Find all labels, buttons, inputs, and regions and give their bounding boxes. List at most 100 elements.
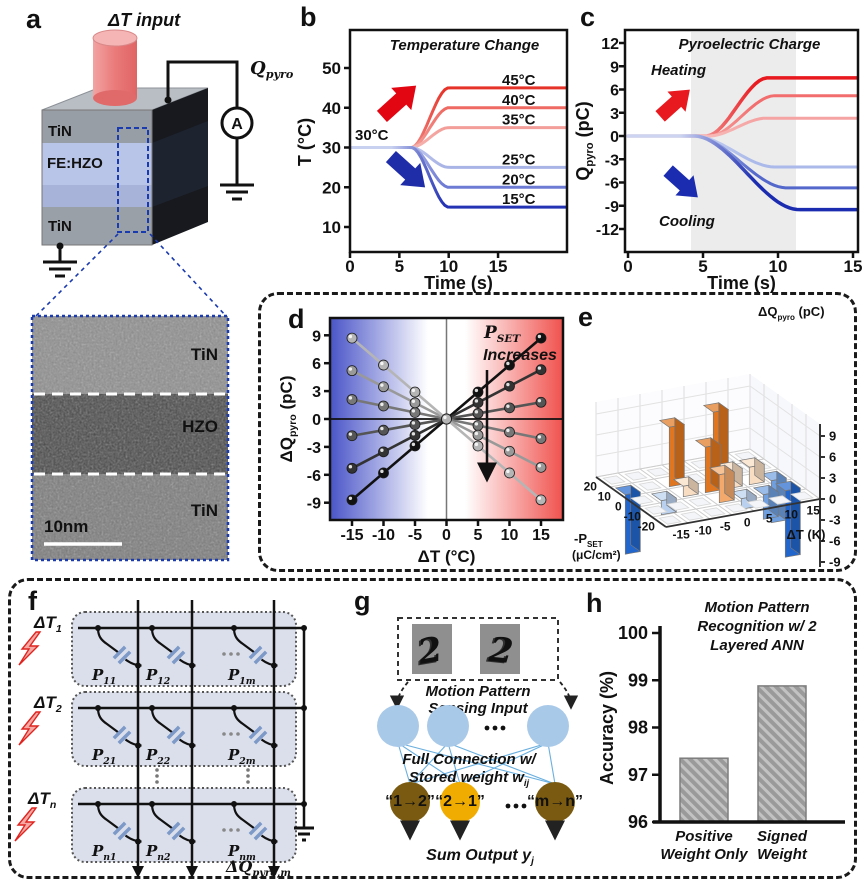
data-point: [409, 407, 421, 418]
svg-text:Time (s): Time (s): [707, 273, 776, 293]
svg-text:Weight Only: Weight Only: [660, 846, 748, 863]
digit-tile: [412, 624, 452, 674]
data-point: [346, 462, 358, 474]
svg-text:TiN: TiN: [48, 218, 72, 235]
capacitor-icon: [112, 821, 127, 836]
data-point: [535, 494, 547, 506]
svg-text:2: 2: [484, 631, 513, 673]
input-neuron: [377, 705, 419, 747]
svg-text:ΔTn: ΔTn: [27, 789, 56, 811]
svg-text:ΔQpyro (pC): ΔQpyro (pC): [758, 304, 825, 322]
svg-text:-6: -6: [605, 176, 619, 193]
data-point: [504, 380, 515, 392]
plot-area: [626, 76, 858, 212]
weight-link: [409, 742, 549, 785]
weight-link: [447, 742, 556, 785]
svg-text:TiN: TiN: [191, 345, 218, 364]
svg-text:Positive: Positive: [675, 828, 733, 845]
svg-text:96: 96: [628, 812, 648, 832]
svg-text:TiN: TiN: [191, 501, 218, 520]
data-point: [346, 394, 358, 405]
capacitor-icon: [253, 730, 268, 745]
panel-b-letter: b: [300, 2, 317, 32]
device-schematic-and-tem: ΔT input TiN FE:HZO TiN A Qpyro TiN HZO TiN 10nm: [30, 10, 294, 562]
data-point: [346, 365, 358, 377]
svg-text:Time (s): Time (s): [424, 273, 493, 293]
svg-text:0: 0: [442, 527, 451, 544]
svg-text:5: 5: [766, 512, 773, 526]
block-arrow: [376, 85, 417, 122]
data-point: [378, 381, 389, 393]
svg-text:5: 5: [395, 257, 404, 276]
svg-text:-9: -9: [829, 555, 841, 570]
tem-border: [30, 314, 230, 562]
row-box: [71, 787, 297, 863]
svg-text:“1→2”: “1→2”: [385, 793, 435, 810]
svg-text:ΔT input: ΔT input: [107, 10, 181, 30]
svg-text:Pyroelectric Charge: Pyroelectric Charge: [679, 36, 821, 53]
svg-text:6: 6: [829, 450, 836, 465]
svg-text:99: 99: [628, 670, 648, 690]
svg-text:15: 15: [807, 504, 821, 518]
data-point: [346, 332, 358, 344]
svg-text:-10: -10: [624, 510, 642, 524]
svg-text:3: 3: [312, 384, 321, 401]
svg-text:Motion Pattern: Motion Pattern: [426, 683, 531, 700]
output-arrow: [268, 866, 280, 878]
layer-tin-bottom: [42, 207, 152, 245]
bar-side: [674, 417, 685, 485]
capacitor-icon: [171, 730, 186, 745]
heat-source-cylinder: [93, 38, 137, 98]
svg-text:P12: P12: [145, 666, 171, 687]
svg-text:20°C: 20°C: [502, 171, 536, 188]
block-arrow: [663, 165, 698, 198]
capacitor-icon: [117, 730, 132, 745]
capacitor-icon: [253, 826, 268, 841]
input-neuron: [527, 705, 569, 747]
zero-tile: [624, 471, 648, 481]
capacitor-icon: [112, 645, 127, 660]
data-point: [504, 467, 515, 479]
weight-link: [547, 742, 556, 785]
svg-text:40°C: 40°C: [502, 92, 536, 109]
svg-text:P2m: P2m: [227, 746, 256, 767]
svg-text:9: 9: [829, 429, 836, 444]
svg-text:Cooling: Cooling: [659, 213, 715, 230]
svg-text:-5: -5: [720, 520, 731, 534]
block-arrow: [385, 151, 426, 188]
data-point: [535, 332, 547, 344]
svg-text:-6: -6: [307, 468, 321, 485]
svg-text:-5: -5: [408, 527, 422, 544]
svg-text:TiN: TiN: [48, 123, 72, 140]
svg-text:Motion Pattern: Motion Pattern: [705, 599, 810, 616]
svg-text:-9: -9: [307, 496, 321, 513]
capacitor-icon: [171, 826, 186, 841]
row-box: [71, 611, 297, 687]
data-point: [472, 420, 484, 431]
lightning-icon: [14, 807, 38, 842]
data-point: [409, 397, 421, 409]
zero-tile: [702, 507, 726, 517]
capacitor-icon: [166, 725, 181, 740]
svg-text:-20: -20: [638, 520, 656, 534]
svg-text:5: 5: [698, 257, 707, 276]
row-box: [71, 691, 297, 767]
capacitor-icon: [166, 821, 181, 836]
svg-text:10: 10: [769, 257, 788, 276]
svg-text:9: 9: [610, 59, 619, 76]
zero-tile: [638, 481, 662, 491]
svg-text:P1m: P1m: [227, 666, 256, 687]
digit-input-box: [397, 617, 559, 681]
output-neuron: [390, 782, 430, 822]
svg-text:ΔT (K): ΔT (K): [787, 527, 826, 542]
panel-d-letter: d: [288, 304, 305, 334]
zero-tile: [602, 475, 626, 485]
svg-text:6: 6: [610, 83, 619, 100]
crossbar-array-schematic: P11 P12 P1m P21 P22 P2m Pn1 Pn2 Pnm ΔT1 ΔT2 ΔTn ΔQpy…: [14, 600, 314, 879]
svg-text:-15: -15: [340, 527, 363, 544]
svg-text:Layered ANN: Layered ANN: [710, 637, 805, 654]
zero-tile: [768, 495, 792, 505]
weight-link: [397, 742, 556, 785]
svg-text:30°C: 30°C: [355, 127, 389, 144]
